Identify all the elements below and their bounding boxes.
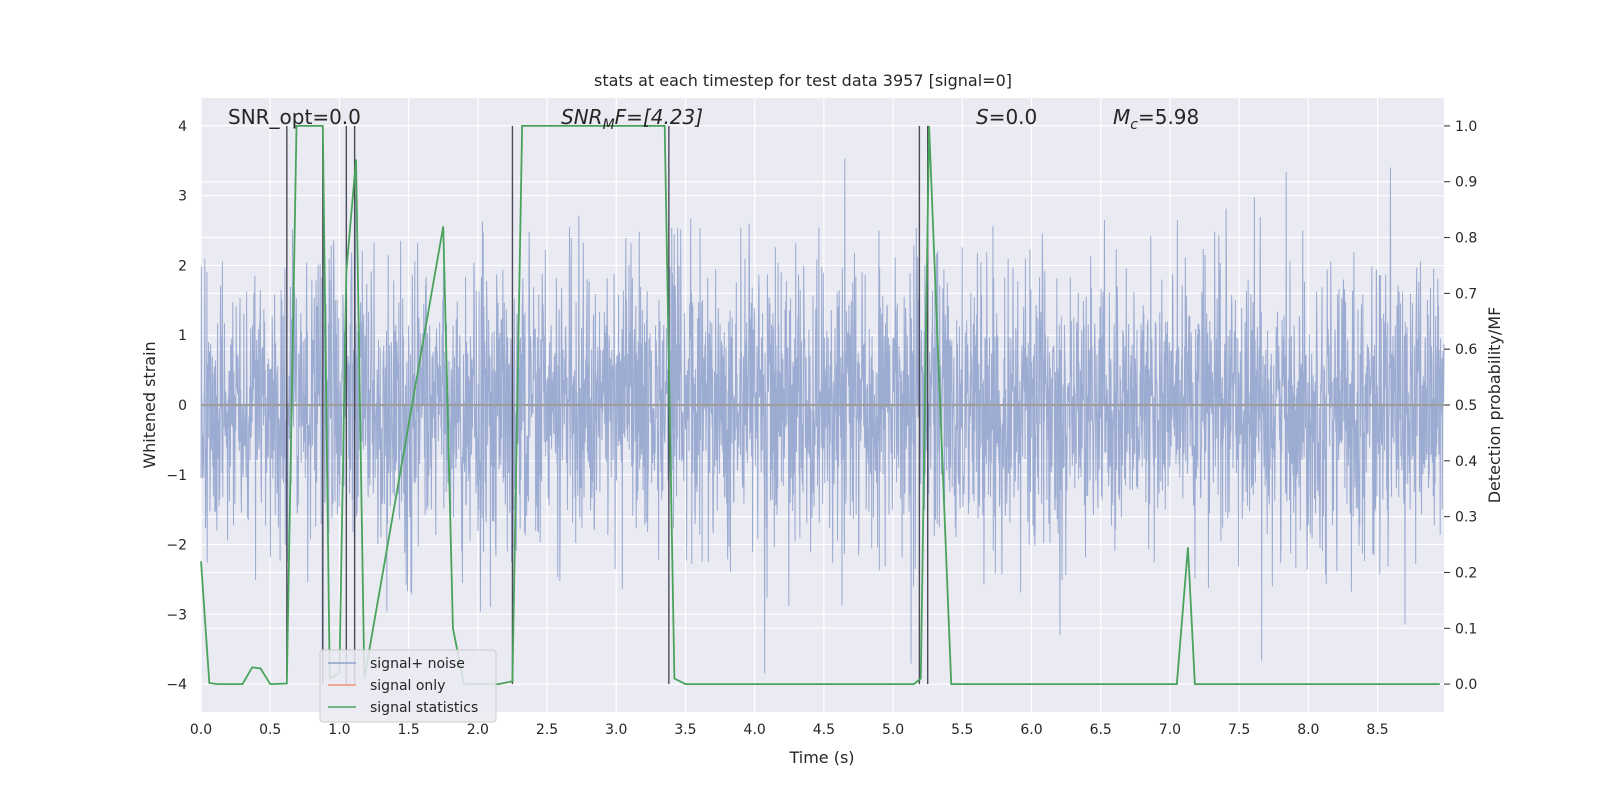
y-left-tick-label: −1 bbox=[166, 468, 187, 484]
annotation-snr-mf-subscript: M bbox=[603, 117, 615, 133]
y-left-tick-label: 0 bbox=[178, 398, 187, 414]
y-axis-left-ticks: 4 3 2 1 0 −1 −2 −3 −4 bbox=[166, 119, 187, 693]
y-right-tick-label: 0.2 bbox=[1455, 565, 1477, 581]
y-right-tick-label: 0.3 bbox=[1455, 510, 1477, 526]
noise-line bbox=[200, 158, 1445, 674]
x-tick-label: 6.5 bbox=[1090, 722, 1112, 738]
annotation-mc-symbol: M bbox=[1113, 105, 1130, 129]
annotation-snr-opt: SNR_opt=0.0 bbox=[228, 105, 361, 129]
annotation-s: S=0.0 bbox=[976, 105, 1037, 129]
x-tick-label: 0.0 bbox=[190, 722, 212, 738]
y-right-tick-label: 0.7 bbox=[1455, 286, 1477, 302]
vertical-markers bbox=[286, 125, 929, 685]
legend: signal+ noise signal only signal statist… bbox=[319, 649, 497, 723]
x-tick-label: 3.0 bbox=[605, 722, 627, 738]
x-tick-label: 3.5 bbox=[674, 722, 696, 738]
y-right-tick-label: 0.6 bbox=[1455, 342, 1477, 358]
x-tick-label: 4.0 bbox=[744, 722, 766, 738]
y-right-tick-label: 0.5 bbox=[1455, 398, 1477, 414]
annotation-s-value: =0.0 bbox=[989, 105, 1038, 129]
y-right-tick-label: 1.0 bbox=[1455, 119, 1477, 135]
x-tick-label: 7.0 bbox=[1159, 722, 1181, 738]
annotation-mc-subscript: c bbox=[1130, 117, 1138, 133]
x-tick-label: 5.0 bbox=[882, 722, 904, 738]
signal-plus-noise-series bbox=[200, 158, 1445, 674]
x-tick-label: 4.5 bbox=[813, 722, 835, 738]
x-tick-label: 1.0 bbox=[328, 722, 350, 738]
y-axis-left-label: Whitened strain bbox=[140, 341, 159, 468]
y-right-tick-label: 0.9 bbox=[1455, 175, 1477, 191]
x-tick-label: 7.5 bbox=[1228, 722, 1250, 738]
y-left-tick-label: −2 bbox=[166, 538, 187, 554]
x-tick-label: 6.0 bbox=[1020, 722, 1042, 738]
x-tick-label: 2.5 bbox=[536, 722, 558, 738]
chart-title: stats at each timestep for test data 395… bbox=[594, 71, 1012, 90]
x-tick-label: 5.5 bbox=[951, 722, 973, 738]
legend-label-signal-statistics: signal statistics bbox=[370, 700, 478, 716]
y-left-tick-label: 3 bbox=[178, 189, 187, 205]
y-left-tick-label: −3 bbox=[166, 607, 187, 623]
y-right-tick-label: 0.0 bbox=[1455, 677, 1477, 693]
y-right-tick-label: 0.4 bbox=[1455, 454, 1477, 470]
annotation-snr-mf: SNRMF=[4.23] bbox=[561, 105, 703, 133]
legend-label-signal-only: signal only bbox=[370, 678, 445, 694]
annotation-mc: Mc=5.98 bbox=[1113, 105, 1199, 133]
y-left-tick-label: 1 bbox=[178, 328, 187, 344]
x-axis-ticks: 0.0 0.5 1.0 1.5 2.0 2.5 3.0 3.5 4.0 4.5 5.0 5.5 6.0 6… bbox=[190, 722, 1389, 738]
x-tick-label: 1.5 bbox=[397, 722, 419, 738]
legend-label-signal-noise: signal+ noise bbox=[370, 656, 465, 672]
y-axis-right-ticks: 1.0 0.9 0.8 0.7 0.6 0.5 0.4 0.3 0.2 0.1 0.0 bbox=[1444, 119, 1477, 693]
y-right-tick-label: 0.1 bbox=[1455, 621, 1477, 637]
y-left-tick-label: 2 bbox=[178, 258, 187, 274]
legend-box bbox=[319, 649, 497, 723]
y-left-tick-label: 4 bbox=[178, 119, 187, 135]
annotation-s-symbol: S bbox=[976, 105, 989, 129]
annotation-snr-mf-value: F=[4.23] bbox=[615, 105, 703, 129]
y-axis-right-label: Detection probability/MF bbox=[1485, 307, 1504, 504]
x-tick-label: 8.5 bbox=[1366, 722, 1388, 738]
x-tick-label: 8.0 bbox=[1297, 722, 1319, 738]
annotation-mc-value: =5.98 bbox=[1138, 105, 1199, 129]
y-right-tick-label: 0.8 bbox=[1455, 231, 1477, 247]
y-left-tick-label: −4 bbox=[166, 677, 187, 693]
x-tick-label: 0.5 bbox=[259, 722, 281, 738]
x-axis-label: Time (s) bbox=[788, 748, 854, 767]
annotation-snr-mf-symbol: SNR bbox=[561, 105, 603, 129]
x-tick-label: 2.0 bbox=[467, 722, 489, 738]
